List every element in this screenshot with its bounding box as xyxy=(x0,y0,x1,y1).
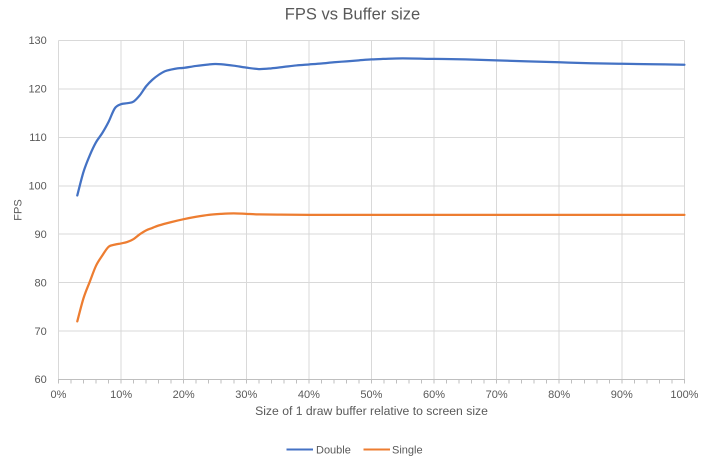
svg-text:FPS vs Buffer size: FPS vs Buffer size xyxy=(285,5,420,23)
svg-text:30%: 30% xyxy=(235,389,257,401)
svg-text:0%: 0% xyxy=(51,389,67,401)
svg-text:20%: 20% xyxy=(173,389,195,401)
svg-text:100: 100 xyxy=(28,181,46,193)
svg-text:90%: 90% xyxy=(611,389,633,401)
svg-text:100%: 100% xyxy=(670,389,698,401)
svg-text:40%: 40% xyxy=(298,389,320,401)
svg-text:Size of 1 draw buffer relative: Size of 1 draw buffer relative to screen… xyxy=(255,404,488,418)
svg-text:130: 130 xyxy=(28,35,46,47)
svg-text:60%: 60% xyxy=(423,389,445,401)
svg-text:50%: 50% xyxy=(360,389,382,401)
svg-text:80: 80 xyxy=(35,277,47,289)
svg-text:FPS: FPS xyxy=(13,199,25,220)
svg-text:Double: Double xyxy=(316,444,351,456)
svg-text:60: 60 xyxy=(35,374,47,386)
svg-text:70: 70 xyxy=(35,326,47,338)
svg-text:110: 110 xyxy=(29,132,47,144)
svg-text:80%: 80% xyxy=(548,389,570,401)
svg-text:Single: Single xyxy=(392,444,423,456)
svg-text:120: 120 xyxy=(28,84,46,96)
svg-text:10%: 10% xyxy=(110,389,132,401)
svg-text:70%: 70% xyxy=(486,389,508,401)
svg-text:90: 90 xyxy=(35,229,47,241)
